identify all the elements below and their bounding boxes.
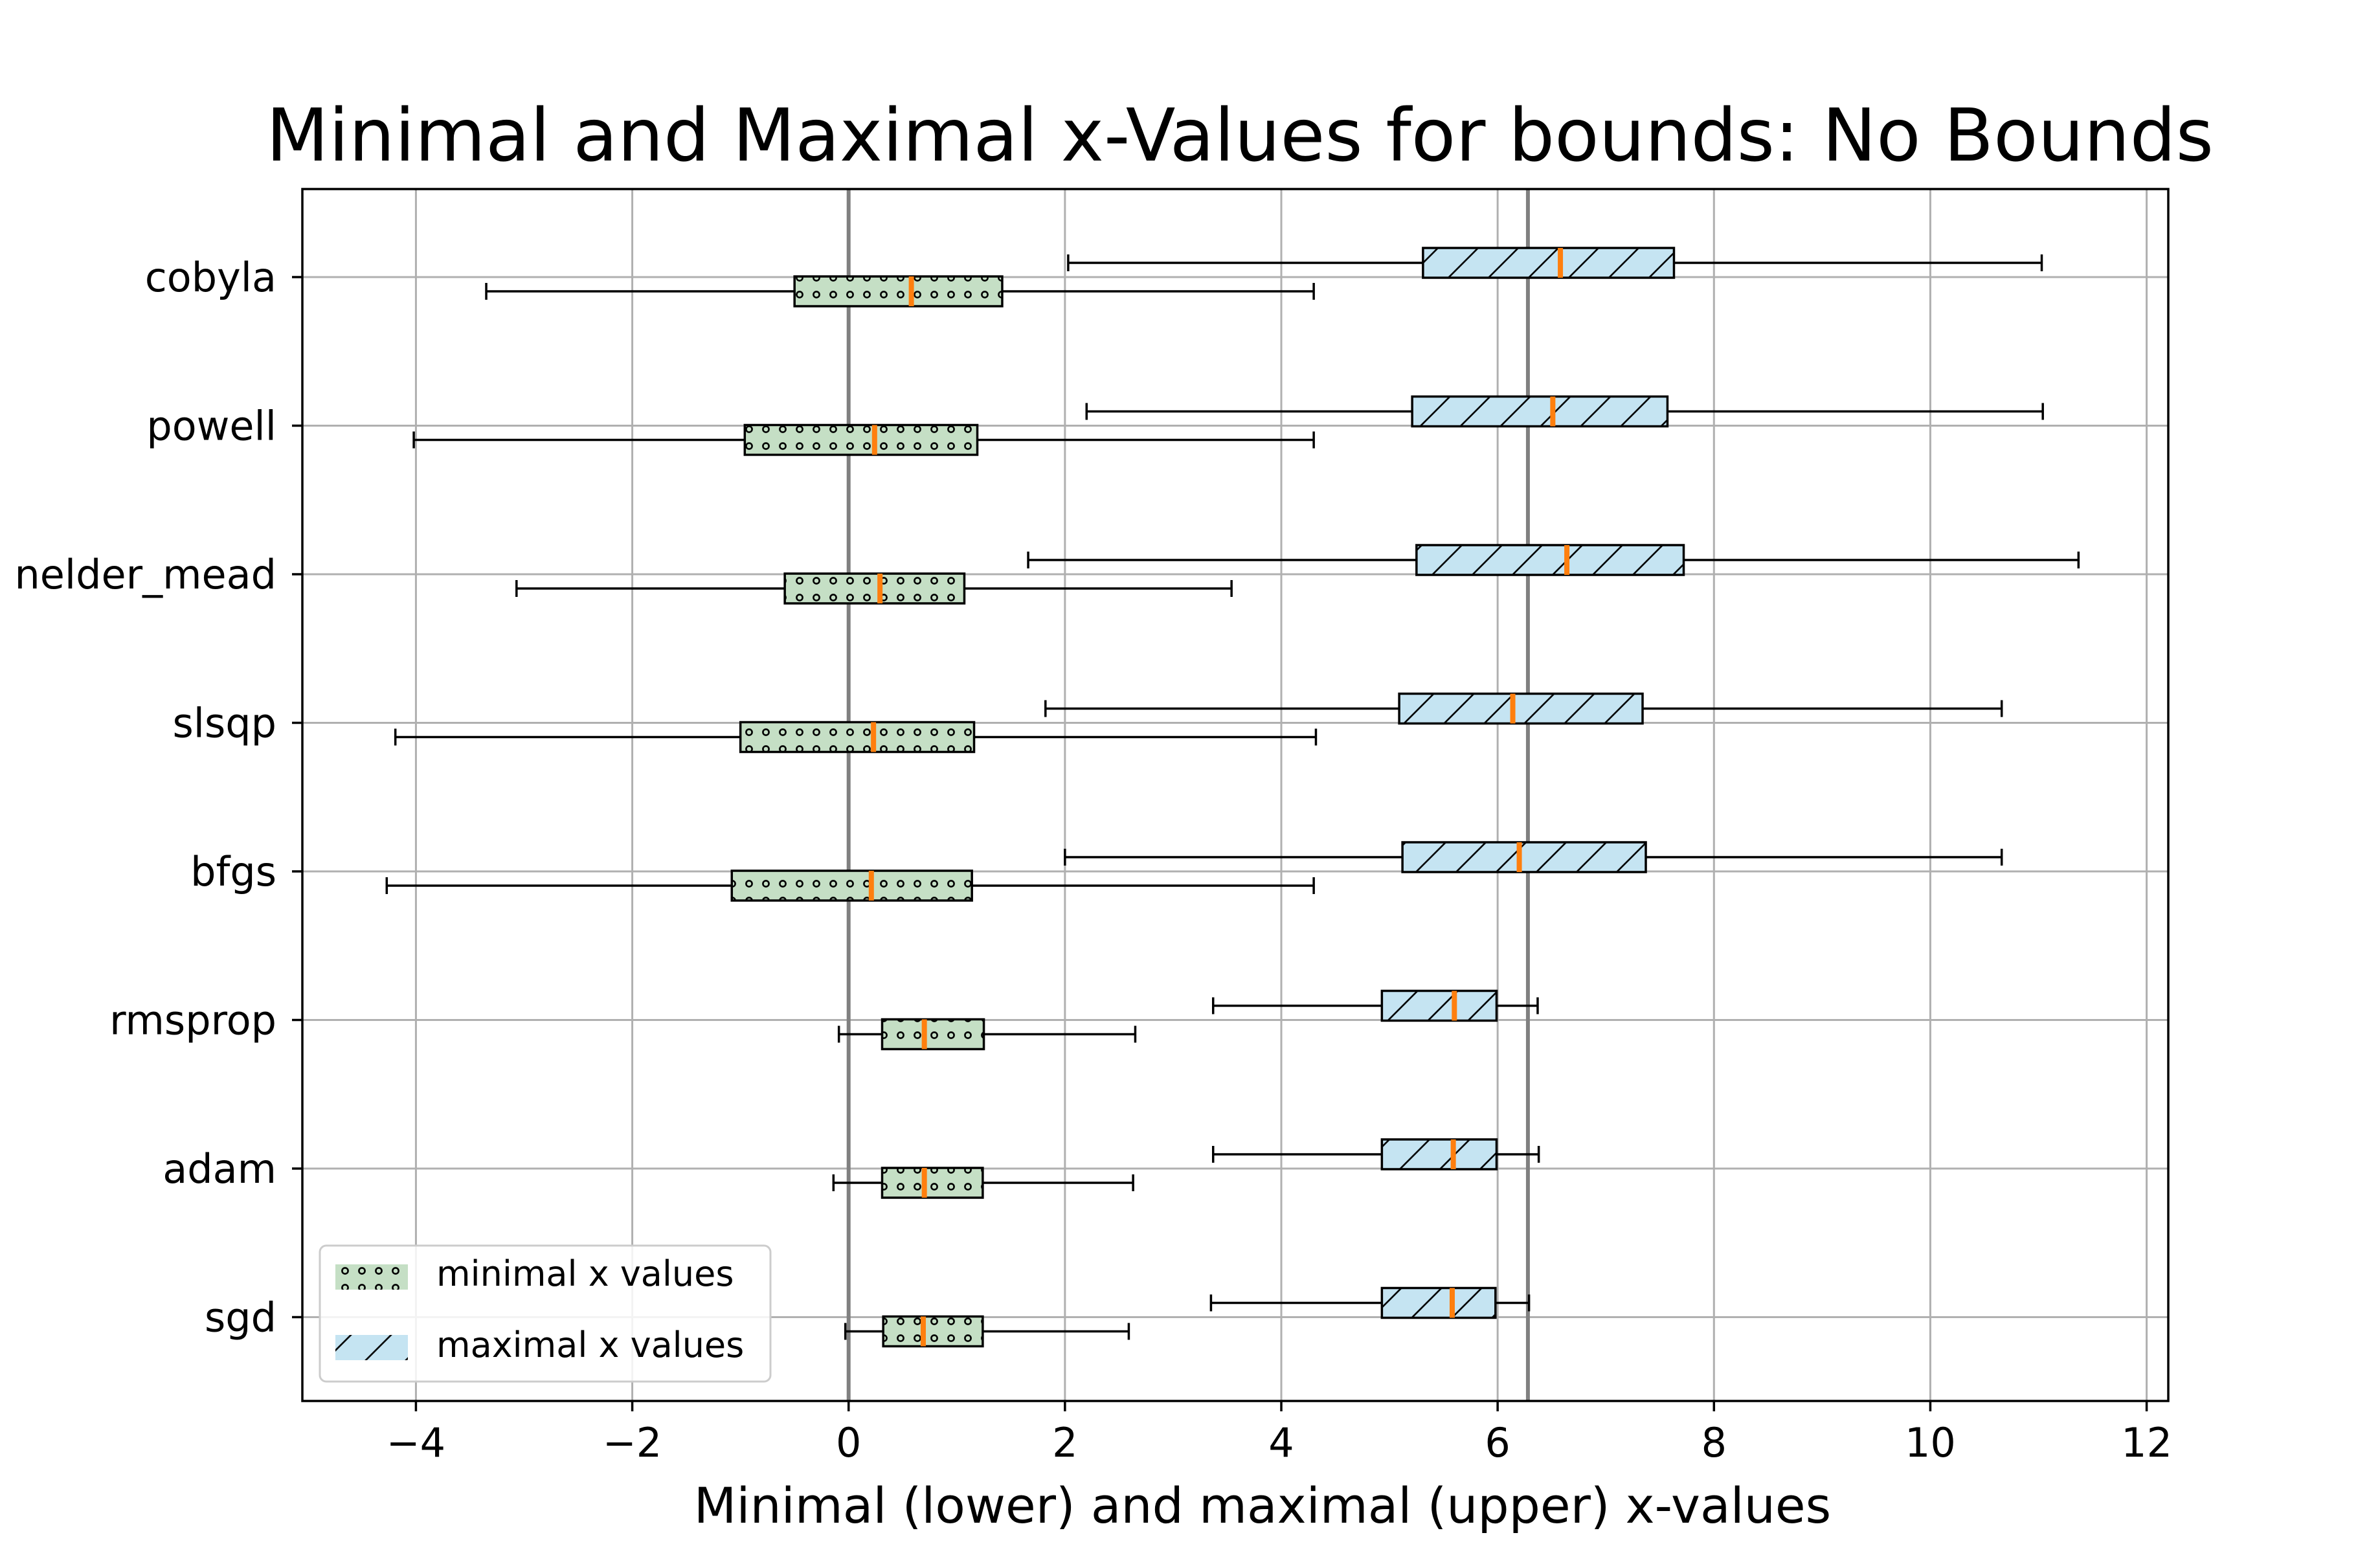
box-hatch: [740, 722, 974, 752]
legend-label-maximal: maximal x values: [436, 1325, 744, 1365]
grid: [302, 189, 2168, 1401]
x-tick-label: 4: [1268, 1419, 1294, 1466]
box-outline: [881, 1167, 984, 1199]
box-outline: [743, 423, 979, 456]
box-outline: [1380, 1286, 1497, 1319]
x-tick-label: 0: [836, 1419, 861, 1466]
x-tick-label: 10: [1905, 1419, 1956, 1466]
chart-title: Minimal and Maximal x-Values for bounds:…: [266, 94, 2214, 178]
boxplot-maximal-slsqp: [1044, 692, 2003, 725]
box-outline: [881, 1018, 985, 1051]
box-outline: [882, 1315, 984, 1348]
boxplot-minimal-cobyla: [485, 275, 1315, 308]
y-tick-label: powell: [146, 403, 276, 450]
boxplot-maximal-rmsprop: [1212, 989, 1539, 1022]
x-tick-label: 12: [2121, 1419, 2172, 1466]
box-outline: [730, 869, 973, 902]
box-outline: [783, 572, 966, 605]
box-hatch: [745, 425, 978, 455]
boxplot-minimal-nelder_mead: [515, 572, 1233, 605]
box-hatch: [732, 871, 972, 901]
boxplot-maximal-powell: [1085, 395, 2044, 428]
boxplot-minimal-rmsprop: [837, 1018, 1137, 1051]
y-tick-label: nelder_mead: [14, 551, 276, 598]
box-outline: [739, 721, 976, 754]
boxplot-minimal-powell: [412, 423, 1315, 456]
legend: minimal x values maximal x values: [319, 1244, 772, 1383]
box-hatch: [882, 1168, 983, 1198]
x-tick-label: 8: [1701, 1419, 1727, 1466]
box-hatch: [1382, 1139, 1497, 1169]
box-hatch: [1416, 545, 1684, 575]
box-outline: [793, 275, 1004, 308]
box-outline: [1401, 841, 1647, 873]
boxplot-maximal-nelder_mead: [1027, 544, 2080, 576]
y-tick-label: sgd: [205, 1294, 276, 1341]
y-tick-label: cobyla: [145, 254, 276, 301]
box-hatch: [1412, 396, 1668, 427]
box-outline: [1398, 692, 1644, 725]
box-hatch: [794, 276, 1002, 306]
boxplot-minimal-adam: [832, 1167, 1134, 1199]
x-axis-label: Minimal (lower) and maximal (upper) x-va…: [694, 1477, 1831, 1534]
boxplots: [385, 247, 2080, 1348]
box-hatch: [1422, 248, 1674, 278]
boxplot-maximal-bfgs: [1064, 841, 2003, 873]
boxplot-maximal-cobyla: [1067, 247, 2043, 279]
box-outline: [1415, 544, 1685, 576]
x-axis-ticks: −4 −2 0 2 4 6 8 10 12: [387, 1401, 2172, 1466]
x-tick-label: 2: [1052, 1419, 1077, 1466]
boxplot-minimal-sgd: [844, 1315, 1130, 1348]
boxplot-maximal-adam: [1212, 1138, 1540, 1171]
box-outline: [1411, 395, 1669, 428]
y-tick-label: rmsprop: [109, 997, 276, 1044]
legend-swatch-minimal-hatch: [335, 1264, 408, 1290]
box-hatch: [883, 1316, 983, 1347]
x-tick-label: −2: [603, 1419, 662, 1466]
legend-swatch-maximal-hatch: [335, 1335, 408, 1360]
legend-frame: [319, 1244, 772, 1383]
box-hatch: [1382, 1288, 1496, 1318]
x-tick-label: −4: [387, 1419, 445, 1466]
boxplot-minimal-bfgs: [385, 869, 1315, 902]
box-hatch: [1382, 991, 1497, 1021]
box-hatch: [882, 1019, 984, 1049]
x-tick-label: 6: [1485, 1419, 1510, 1466]
box-hatch: [1399, 693, 1643, 724]
boxplot-maximal-sgd: [1209, 1286, 1531, 1319]
box-outline: [1422, 247, 1676, 279]
reference-lines: [846, 189, 1530, 1401]
box-hatch: [1402, 842, 1646, 872]
boxplot-minimal-slsqp: [394, 721, 1318, 754]
box-outline: [1380, 989, 1498, 1022]
plot-frame: [301, 188, 2170, 1402]
box-outline: [1380, 1138, 1498, 1171]
legend-label-minimal: minimal x values: [436, 1253, 734, 1294]
box-hatch: [785, 574, 965, 603]
y-tick-label: bfgs: [190, 848, 276, 895]
y-tick-label: slsqp: [172, 700, 276, 747]
y-tick-label: adam: [163, 1145, 276, 1193]
